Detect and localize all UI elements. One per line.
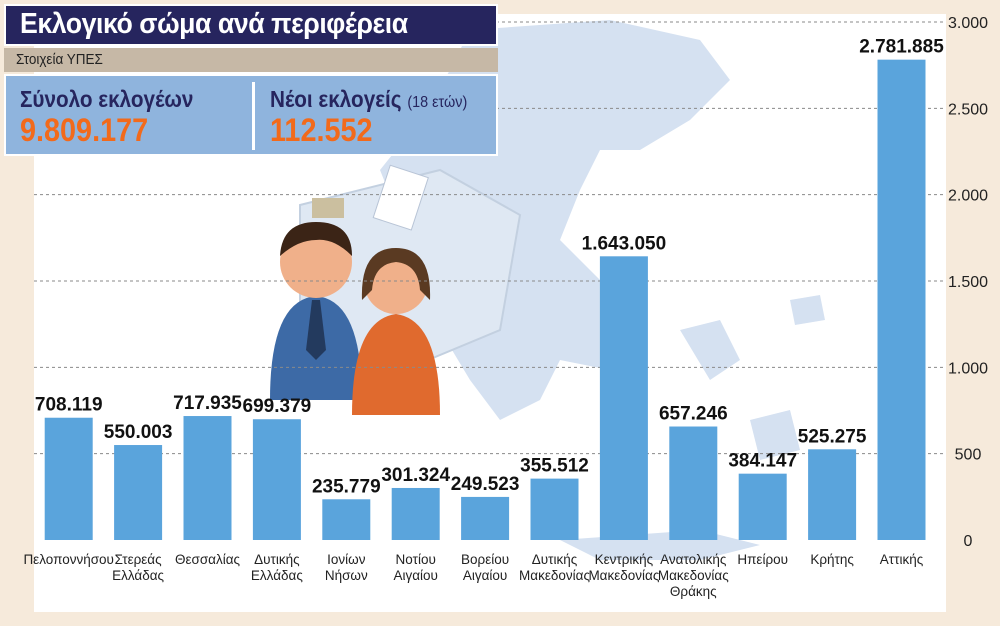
new-voters-label: Νέοι εκλογείς (18 ετών) — [270, 86, 467, 113]
x-tick-label-line: Θεσσαλίας — [175, 552, 241, 567]
x-tick-label: Δυτικής Ελλάδας — [251, 552, 303, 583]
x-tick-label: Κρήτης — [810, 552, 854, 567]
x-tick-label: Νοτίου Αιγαίου — [393, 552, 437, 583]
value-label: 301.324 — [381, 465, 450, 486]
stats-divider — [252, 82, 255, 150]
x-tick-label: Πελοποννήσου — [23, 552, 114, 567]
x-tick-label-line: Θράκης — [670, 584, 717, 599]
x-tick-label-line: Κεντρικής — [595, 552, 654, 567]
x-tick-label-line: Πελοποννήσου — [23, 552, 114, 567]
man-tie — [306, 300, 326, 360]
value-label: 525.275 — [798, 426, 867, 447]
value-label: 717.935 — [173, 393, 242, 414]
total-voters-label: Σύνολο εκλογέων — [20, 86, 194, 112]
woman-hair — [361, 248, 431, 300]
bar — [530, 478, 579, 540]
bar — [252, 419, 301, 540]
x-tick-label-line: Μακεδονίας — [588, 568, 659, 583]
x-tick-label-line: Αιγαίου — [393, 568, 437, 583]
new-voters-note: (18 ετών) — [407, 94, 468, 111]
y-tick-label: 1.000 — [948, 360, 988, 377]
y-tick-label: 3.000 — [948, 15, 988, 32]
x-tick-label-line: Ελλάδας — [112, 568, 164, 583]
ballot-paper-icon — [372, 164, 429, 231]
y-tick-label: 500 — [955, 447, 982, 464]
value-label: 550.003 — [104, 422, 173, 443]
ballot-slot-icon — [312, 198, 344, 218]
value-label: 235.779 — [312, 476, 381, 497]
stats-panel: Σύνολο εκλογέων 9.809.177 Νέοι εκλογείς … — [4, 74, 498, 156]
x-tick-label-line: Μακεδονίας — [658, 568, 729, 583]
x-tick-label-line: Αττικής — [880, 552, 924, 567]
woman-body — [352, 314, 440, 415]
new-voters-value: 112.552 — [270, 112, 373, 148]
value-label: 708.119 — [35, 395, 103, 416]
value-label: 1.643.050 — [582, 233, 667, 254]
x-tick-label: Ανατολικής Μακεδονίας Θράκης — [658, 552, 729, 599]
value-label: 355.512 — [520, 456, 589, 477]
x-tick-label-line: Δυτικής — [532, 552, 578, 567]
y-axis-tick-labels: 0 500 1.000 1.500 2.000 2.500 3.000 — [948, 15, 988, 550]
value-label: 657.246 — [659, 404, 728, 425]
x-tick-label-line: Μακεδονίας — [519, 568, 590, 583]
bars — [44, 59, 926, 540]
bar — [114, 445, 163, 540]
source-label: Στοιχεία ΥΠΕΣ — [16, 51, 103, 68]
total-voters-value: 9.809.177 — [20, 112, 149, 148]
bar — [461, 496, 510, 540]
x-tick-label-line: Νοτίου — [396, 552, 436, 567]
x-tick-label: Αττικής — [880, 552, 924, 567]
source-bar: Στοιχεία ΥΠΕΣ — [4, 48, 498, 72]
x-tick-label: Βορείου Αιγαίου — [461, 552, 509, 583]
value-label: 2.781.885 — [859, 37, 944, 58]
x-tick-label-line: Στερεάς — [115, 552, 163, 567]
bar — [322, 499, 371, 540]
bar — [669, 426, 718, 540]
x-tick-label: Στερεάς Ελλάδας — [112, 552, 164, 583]
x-tick-label: Θεσσαλίας — [175, 552, 241, 567]
x-tick-label-line: Ανατολικής — [660, 552, 727, 567]
value-label: 699.379 — [243, 396, 312, 417]
x-tick-label-line: Νήσων — [325, 568, 368, 583]
bar — [391, 487, 440, 540]
title-banner: Εκλογικό σώμα ανά περιφέρεια — [4, 4, 498, 46]
y-tick-label: 2.500 — [948, 101, 988, 118]
bar — [183, 416, 232, 540]
x-tick-label-line: Κρήτης — [810, 552, 854, 567]
bar — [738, 473, 787, 540]
x-tick-label-line: Ιονίων — [327, 552, 366, 567]
x-tick-label: Ηπείρου — [737, 552, 788, 567]
bar — [808, 449, 857, 540]
bar — [877, 59, 926, 540]
x-tick-label: Κεντρικής Μακεδονίας — [588, 552, 659, 583]
y-tick-label: 1.500 — [948, 274, 988, 291]
chart-title: Εκλογικό σώμα ανά περιφέρεια — [20, 8, 408, 40]
x-tick-label-line: Δυτικής — [254, 552, 300, 567]
man-hair — [280, 222, 352, 256]
y-tick-label: 2.000 — [948, 188, 988, 205]
x-tick-label: Δυτικής Μακεδονίας — [519, 552, 590, 583]
x-tick-label: Ιονίων Νήσων — [325, 552, 368, 583]
y-tick-label: 0 — [964, 533, 973, 550]
voters-illustration — [270, 222, 440, 415]
new-voters-label-text: Νέοι εκλογείς — [270, 86, 402, 112]
x-tick-label-line: Ελλάδας — [251, 568, 303, 583]
x-tick-label-line: Ηπείρου — [737, 552, 788, 567]
bar — [44, 417, 93, 540]
x-tick-label-line: Αιγαίου — [463, 568, 507, 583]
bar — [599, 256, 648, 540]
x-tick-label-line: Βορείου — [461, 552, 509, 567]
greece-map-islands — [680, 295, 825, 460]
value-label: 249.523 — [451, 474, 520, 495]
value-label: 384.147 — [728, 451, 797, 472]
